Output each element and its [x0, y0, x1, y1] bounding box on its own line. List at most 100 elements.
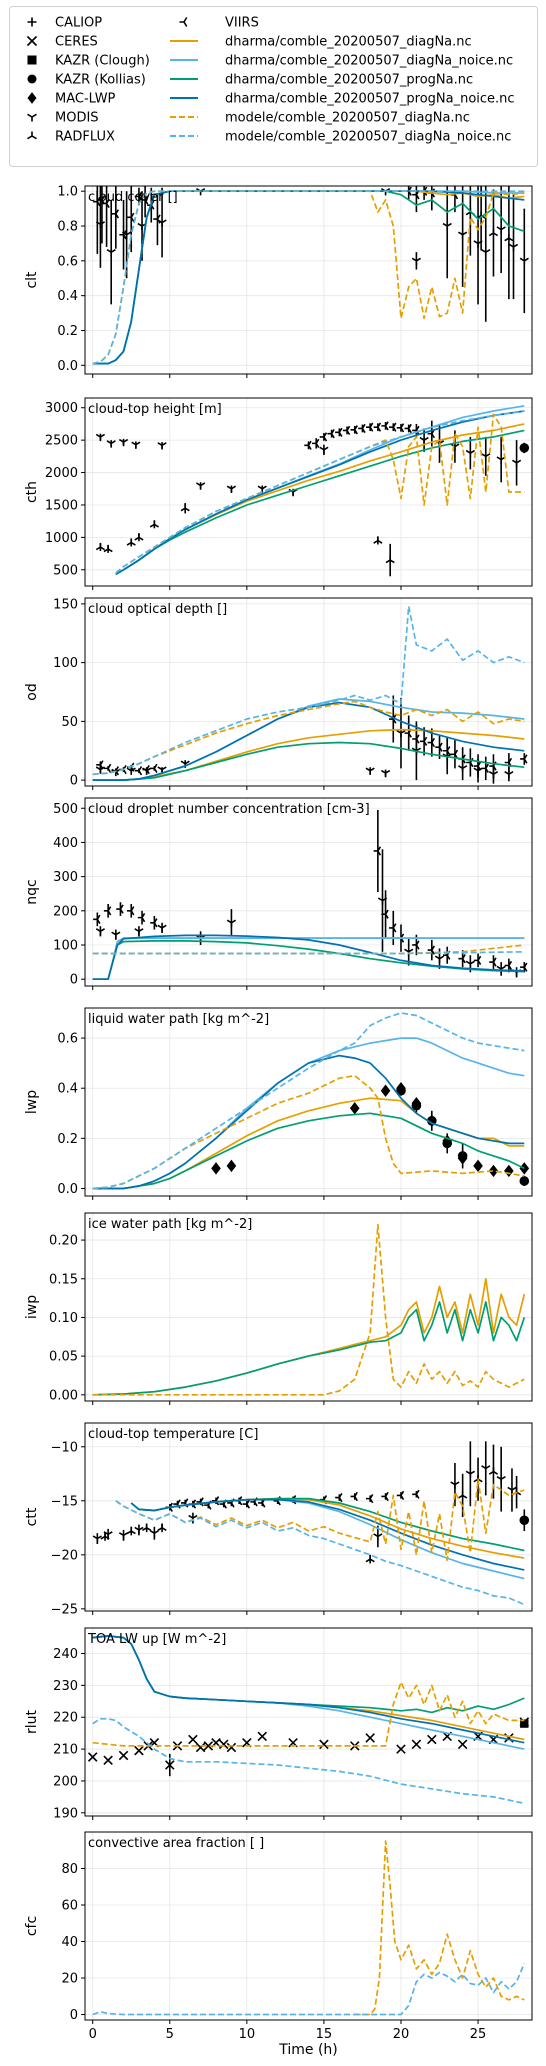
y-tick-label: 1.0 [57, 185, 78, 200]
legend-marker-x [26, 35, 38, 47]
obs-point-tri_left [389, 923, 397, 933]
series-lines [92, 1223, 526, 1396]
legend-entry: CALIOP [27, 16, 102, 31]
y-tick-label: 0.0 [57, 359, 78, 374]
panel-lwp: 0.0 0.2 0.4 0.6 lwp liquid water path [kg m^-… [24, 1007, 533, 1200]
plot-frame [84, 1212, 533, 1402]
legend-label: modele/comble_20200507_diagNa.nc [225, 111, 470, 126]
y-tick-label: 0.05 [49, 1350, 78, 1365]
series-lines [92, 1012, 525, 1190]
obs-point-tri_down [434, 955, 445, 963]
obs-point-tri_left [342, 425, 351, 436]
y-tick-label: −10 [51, 1440, 78, 1455]
legend-marker-tri_up [27, 131, 37, 140]
series-line [92, 950, 525, 955]
obs-point-tri_up [149, 520, 159, 528]
obs-point-tri_left [150, 918, 158, 928]
obs-point-tri_down [106, 440, 116, 448]
y-tick-label: 150 [53, 597, 78, 612]
obs-point-tri_down [504, 771, 514, 779]
obs-point-x [87, 1752, 98, 1762]
obs-point-tri_up [488, 1467, 499, 1475]
y-tick-label: 230 [53, 1679, 78, 1694]
legend-marker-tri_left [179, 17, 188, 27]
legend: CALIOP CERES KAZR (Clough) KAZR (Kollias) MA… [9, 6, 538, 167]
obs-point-x [319, 1739, 329, 1750]
series-line [92, 1635, 525, 1714]
legend-entry: dharma/comble_20200507_progNa_noice.nc [170, 92, 515, 107]
series-line [92, 698, 525, 781]
obs-point-diamond [473, 1159, 483, 1173]
obs-point-tri_left [396, 1490, 405, 1501]
obs-point-x [195, 1742, 206, 1753]
obs-point-tri_down [496, 1475, 506, 1484]
series-line [92, 1635, 525, 1741]
obs-point-tri_left [350, 1491, 358, 1502]
series-line [92, 1112, 525, 1190]
observations [95, 420, 530, 577]
series-line [92, 1277, 526, 1396]
y-tick-label: 60 [61, 1899, 78, 1914]
obs-point-tri_down [458, 231, 468, 239]
obs-point-tri_left [350, 425, 358, 435]
obs-point-tri_down [134, 928, 144, 936]
obs-point-tri_down [131, 441, 141, 449]
y-tick-label: 0.4 [57, 289, 78, 304]
series-line [92, 1717, 525, 1805]
obs-point-tri_down [126, 767, 136, 775]
y-tick-label: −20 [51, 1548, 78, 1563]
panel-rlut: 190 200 210 220 230 240 rlut TOA LW up [W m^-2] [24, 1627, 533, 1821]
obs-point-circle [396, 1085, 406, 1096]
series-line [115, 413, 525, 574]
legend-entry: dharma/comble_20200507_progNa.nc [170, 73, 473, 88]
panel-title: liquid water path [kg m^-2] [88, 1012, 269, 1027]
y-axis-label: cfc [24, 1916, 40, 1936]
y-tick-label: 200 [53, 1774, 78, 1789]
obs-point-x [203, 1741, 214, 1751]
y-tick-label: 40 [61, 1935, 78, 1950]
legend-label: RADFLUX [55, 130, 115, 145]
series-line [92, 190, 525, 365]
observations [92, 1441, 530, 1564]
obs-point-diamond [211, 1162, 221, 1175]
obs-point-tri_down [511, 459, 522, 468]
y-tick-label: 2000 [45, 466, 78, 481]
x-tick-label: 15 [316, 2027, 333, 2042]
observations [211, 1081, 530, 1186]
series-line [92, 1963, 526, 2016]
legend-frame [9, 6, 538, 167]
obs-point-tri_down [157, 219, 167, 227]
panel-title: ice water path [kg m^-2] [88, 1217, 252, 1232]
obs-point-tri_up [95, 542, 106, 551]
obs-point-tri_up [126, 538, 136, 546]
y-tick-label: 0.00 [49, 1388, 78, 1403]
plot-frame [84, 1422, 533, 1612]
obs-point-x [365, 1733, 375, 1743]
obs-point-tri_down [157, 442, 167, 450]
obs-point-x [457, 1739, 468, 1750]
obs-point-tri_down [142, 767, 152, 775]
obs-point-tri_down [95, 221, 106, 229]
panel-iwp: 0.00 0.05 0.10 0.15 0.20 iwp ice water path [k… [24, 1212, 533, 1405]
x-tick-label: 20 [393, 2027, 410, 2042]
series-lines [92, 934, 525, 981]
series-line [115, 404, 525, 576]
obs-point-tri_down [465, 960, 475, 968]
y-tick-label: 0 [70, 973, 78, 988]
plot-frame [84, 797, 533, 987]
legend-label: dharma/comble_20200507_diagNa_noice.nc [225, 54, 513, 69]
y-tick-label: 50 [61, 715, 78, 730]
obs-point-tri_down [442, 222, 452, 231]
obs-point-tri_left [196, 1497, 204, 1507]
series-lines [92, 605, 525, 781]
obs-point-tri_up [488, 228, 499, 237]
y-axis-label: nqc [24, 879, 40, 904]
series-line [92, 1054, 525, 1190]
obs-point-tri_down [396, 729, 406, 738]
legend-entry: modele/comble_20200507_diagNa_noice.nc [170, 130, 511, 145]
legend-entry: modele/comble_20200507_diagNa.nc [170, 111, 470, 126]
legend-entry: MAC-LWP [27, 92, 116, 107]
obs-point-tri_up [180, 504, 190, 512]
obs-point-tri_down [118, 438, 129, 447]
